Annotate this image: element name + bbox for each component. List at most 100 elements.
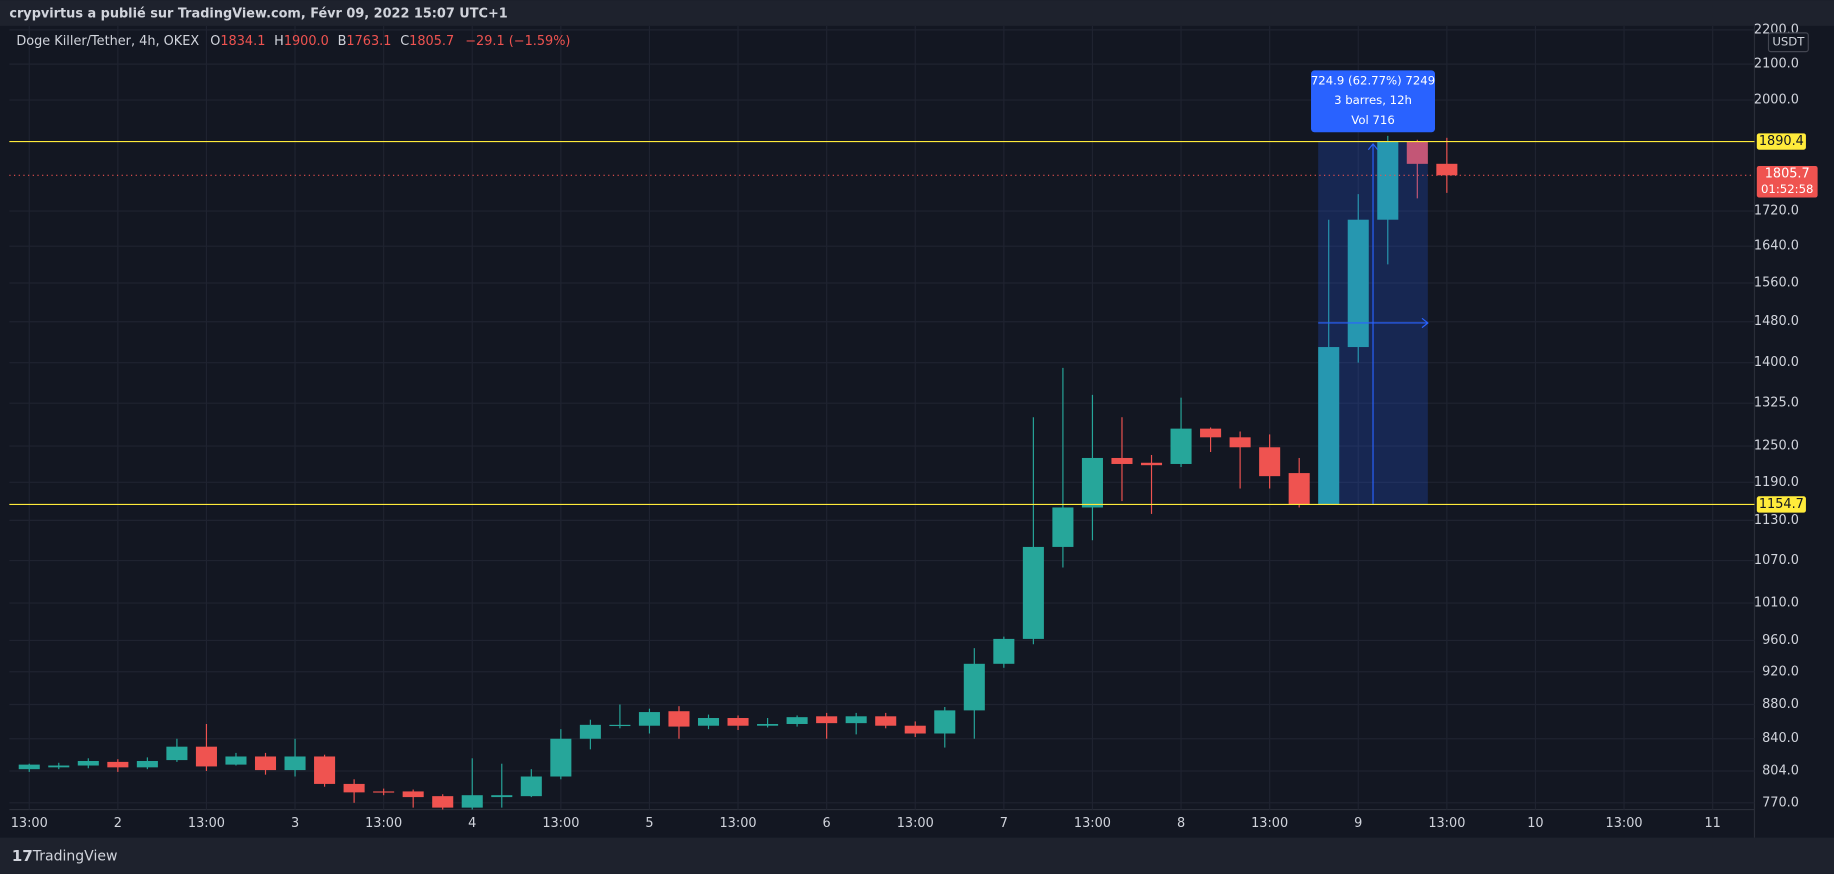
currency: USDT — [1772, 35, 1805, 49]
logo-mark: 17 — [12, 847, 33, 865]
footer-brand: TradingView — [32, 848, 118, 864]
x-tick-label: 13:00 — [1251, 816, 1288, 831]
candle-body — [1140, 462, 1163, 466]
candle-body — [1229, 437, 1251, 448]
x-tick-label: 3 — [291, 816, 299, 831]
x-tick-label: 5 — [645, 816, 653, 831]
y-tick-label: 920.0 — [1762, 664, 1799, 679]
y-tick-label: 1400.0 — [1754, 355, 1799, 370]
c-value: 1805.7 — [409, 34, 454, 49]
y-tick-label: 960.0 — [1762, 633, 1799, 648]
candle-body — [373, 791, 395, 793]
candle-body — [1052, 507, 1074, 547]
y-tick-label: 804.0 — [1762, 763, 1799, 778]
candle-body — [668, 711, 690, 727]
countdown: 01:52:58 — [1761, 182, 1814, 196]
candle-body — [225, 756, 247, 765]
candle-body — [284, 756, 306, 771]
candle-body — [1406, 141, 1428, 164]
y-tick-label: 1010.0 — [1754, 596, 1799, 611]
candle-body — [107, 761, 129, 768]
candle-body — [136, 760, 158, 768]
measure-box — [1311, 70, 1436, 133]
symbol: Doge Killer/Tether, 4h, OKEX — [16, 34, 199, 49]
candle-body — [18, 764, 40, 770]
y-tick-label: 880.0 — [1762, 697, 1799, 712]
candle-body — [432, 796, 454, 808]
candle-body — [461, 795, 483, 808]
level-label: 1154.7 — [1759, 497, 1804, 512]
x-tick-label: 13:00 — [542, 816, 579, 831]
x-tick-label: 13:00 — [897, 816, 934, 831]
y-tick-label: 1720.0 — [1754, 204, 1799, 219]
candle-body — [963, 663, 985, 711]
candle-body — [579, 724, 601, 739]
candle-body — [757, 723, 779, 726]
measure-label: 724.9 (62.77%) 7249 — [1311, 73, 1435, 87]
last-price-box — [1756, 165, 1818, 198]
candle-body — [1022, 546, 1044, 639]
x-tick-label: 8 — [1177, 816, 1185, 831]
x-tick-label: 7 — [1000, 816, 1008, 831]
candle-body — [816, 716, 838, 724]
x-tick-label: 13:00 — [365, 816, 402, 831]
candle-body — [166, 746, 188, 761]
y-tick-label: 1250.0 — [1754, 439, 1799, 454]
candle-body — [314, 756, 336, 784]
x-tick-label: 6 — [823, 816, 831, 831]
footer-bar — [0, 837, 1834, 874]
candle-body — [1170, 428, 1192, 464]
candle-body — [1288, 473, 1310, 505]
candle-body — [1347, 219, 1369, 348]
y-tick-label: 1480.0 — [1754, 314, 1799, 329]
y-tick-label: 1560.0 — [1754, 275, 1799, 290]
candle-body — [609, 724, 631, 727]
candle-body — [1259, 447, 1281, 477]
candle-body — [1111, 457, 1133, 464]
x-tick-label: 13:00 — [720, 816, 757, 831]
change: −29.1 (−1.59%) — [465, 34, 570, 49]
y-tick-label: 1190.0 — [1754, 475, 1799, 490]
x-tick-label: 13:00 — [1074, 816, 1111, 831]
candle-body — [491, 795, 513, 798]
y-tick-label: 2000.0 — [1754, 93, 1799, 108]
level-label: 1890.4 — [1759, 134, 1804, 149]
b-value: 1763.1 — [346, 34, 391, 49]
x-tick-label: 4 — [468, 816, 476, 831]
candle-body — [845, 716, 867, 724]
candle-body — [993, 638, 1015, 664]
top-bar — [0, 0, 1834, 26]
candle-body — [550, 738, 572, 777]
y-tick-label: 1640.0 — [1754, 239, 1799, 254]
candle-body — [786, 717, 808, 724]
o-value: 1834.1 — [220, 34, 265, 49]
level-label-box — [1756, 133, 1806, 150]
y-tick-label: 770.0 — [1762, 795, 1799, 810]
x-tick-label: 9 — [1354, 816, 1362, 831]
currency-box — [1767, 32, 1809, 53]
candle-body — [697, 718, 720, 726]
h-label: H — [274, 34, 284, 49]
x-tick-label: 13:00 — [11, 816, 48, 831]
y-tick-label: 1070.0 — [1754, 553, 1799, 568]
candle-body — [904, 725, 926, 734]
x-tick-label: 13:00 — [1606, 816, 1643, 831]
candle-body — [1200, 428, 1222, 438]
header: Doge Killer/Tether, 4h, OKEX O1834.1 H19… — [16, 34, 570, 49]
candle-body — [1377, 141, 1399, 220]
x-tick-label: 13:00 — [1428, 816, 1465, 831]
y-tick-label: 1325.0 — [1754, 396, 1799, 411]
y-tick-label: 840.0 — [1762, 731, 1799, 746]
candle-body — [1081, 457, 1103, 508]
x-tick-label: 13:00 — [188, 816, 225, 831]
candle-body — [254, 756, 277, 771]
candle-body — [875, 716, 897, 726]
o-label: O — [210, 34, 220, 49]
c-label: C — [400, 34, 409, 49]
y-tick-label: 1130.0 — [1754, 513, 1799, 528]
measure-label: 3 barres, 12h — [1334, 93, 1412, 107]
candle-body — [402, 791, 424, 798]
candle-body — [934, 710, 956, 734]
candle-body — [77, 760, 99, 766]
